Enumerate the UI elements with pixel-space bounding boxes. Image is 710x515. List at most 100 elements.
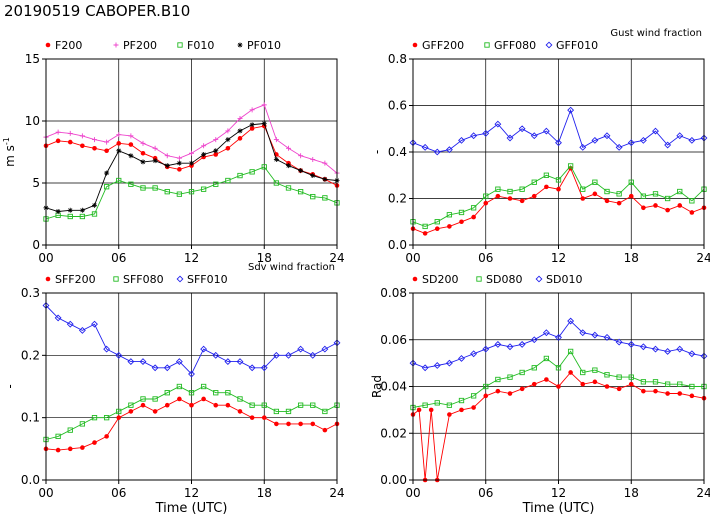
data-point-F010: [273, 180, 280, 186]
data-point-SD200: [665, 391, 670, 396]
data-point-GFF010: [664, 141, 672, 149]
data-point-SFF010: [175, 358, 183, 366]
data-point-F010: [188, 189, 195, 195]
data-point-GFF010: [482, 129, 490, 137]
data-point-PF010: [104, 170, 110, 176]
data-point-SD080: [495, 376, 501, 383]
x-axis-label: Time (UTC): [522, 501, 595, 515]
data-point-SFF010: [309, 351, 317, 359]
data-point-SD010: [688, 350, 696, 358]
legend: SFF200 SFF080 SFF010: [45, 273, 228, 286]
data-point-SD010: [591, 331, 599, 339]
data-point-GFF200: [471, 214, 476, 220]
data-point-SD080: [458, 397, 465, 404]
data-point-PF200: [116, 132, 122, 138]
data-point-GFF080: [519, 186, 525, 192]
data-point-F010: [67, 213, 73, 220]
legend-label: GFF080: [494, 39, 536, 52]
data-point-SD200: [677, 391, 683, 396]
data-point-F010: [261, 164, 267, 170]
data-point-PF010: [237, 128, 243, 134]
data-point-SD080: [519, 369, 525, 376]
data-point-SFF200: [286, 421, 291, 427]
data-point-GFF010: [458, 136, 465, 144]
data-point-F010: [103, 184, 110, 190]
series-line-GFF010: [412, 108, 705, 153]
data-point-SFF200: [249, 415, 255, 420]
data-point-SFF010: [200, 345, 208, 353]
data-point-SD080: [446, 402, 453, 408]
data-point-SFF200: [189, 402, 194, 408]
y-axis-label: -: [370, 150, 384, 154]
data-point-SD010: [664, 348, 672, 355]
series-line-SD010: [412, 320, 705, 369]
y-tick-label: 0.2: [21, 348, 40, 362]
data-point-F010: [176, 191, 183, 197]
x-tick-label: 00: [38, 251, 53, 265]
legend-marker-GFF200: [412, 42, 418, 48]
data-point-PF010: [286, 163, 291, 169]
y-tick-label: 0.0: [21, 473, 40, 487]
data-point-PF010: [79, 207, 85, 213]
data-point-F010: [225, 177, 231, 184]
data-point-SFF010: [224, 358, 232, 366]
data-point-SD080: [434, 400, 440, 406]
x-tick-label: 24: [696, 251, 710, 265]
data-point-PF200: [55, 129, 61, 135]
data-point-SD080: [543, 355, 550, 362]
data-point-F010: [164, 189, 170, 195]
data-point-GFF200: [641, 205, 646, 211]
data-point-F200: [80, 143, 85, 149]
chart-panel-3: 0.0 0.1 0.2 0.3 00 06 12 18 24 Sdv wind fraction S…: [3, 262, 345, 515]
data-point-GFF080: [483, 193, 489, 199]
data-point-GFF010: [627, 139, 635, 147]
data-point-GFF010: [639, 136, 647, 144]
x-tick-label: 24: [329, 486, 344, 500]
figure-title: 20190519 CABOPER.B10: [4, 2, 190, 20]
y-tick-label: 0.3: [21, 286, 40, 300]
data-point-SFF080: [285, 408, 292, 415]
data-point-SD010: [530, 336, 538, 344]
data-point-PF200: [140, 140, 146, 146]
x-tick-label: 18: [257, 251, 272, 265]
series-GFF200: [410, 165, 707, 236]
data-point-SFF080: [249, 402, 255, 408]
series-SFF080: [43, 383, 340, 443]
data-point-SD080: [507, 374, 513, 380]
data-point-F200: [116, 141, 122, 146]
data-point-SFF200: [80, 445, 85, 450]
data-point-SFF200: [104, 434, 109, 439]
series-SD200: [410, 370, 707, 483]
chart-panel-4: 0.00 0.02 0.04 0.06 0.08 00 06 12 18 24 SD200 SD080…: [370, 273, 710, 515]
series-line-SFF080: [45, 385, 338, 440]
data-point-PF010: [92, 202, 97, 208]
data-point-SD200: [689, 393, 695, 399]
data-point-F200: [237, 136, 243, 141]
data-point-SD010: [639, 343, 647, 351]
data-point-PF200: [261, 102, 267, 108]
data-point-SFF080: [310, 402, 316, 408]
data-point-GFF200: [665, 207, 670, 213]
data-point-GFF010: [652, 127, 659, 135]
data-point-SD010: [542, 329, 550, 337]
data-point-SD200: [616, 386, 622, 392]
data-point-PF010: [213, 148, 219, 154]
data-point-SD010: [676, 345, 684, 353]
data-point-GFF080: [555, 177, 562, 183]
data-point-SFF200: [213, 402, 219, 408]
series-line-SFF010: [45, 305, 338, 375]
data-point-SD010: [518, 340, 526, 348]
data-point-SD080: [652, 379, 659, 385]
data-point-SD010: [555, 333, 562, 341]
legend-label: F010: [187, 39, 214, 52]
legend-label: SFF200: [55, 273, 96, 286]
data-point-SD080: [531, 365, 537, 371]
data-point-SFF010: [272, 351, 280, 359]
data-point-SFF080: [176, 383, 183, 390]
data-point-GFF010: [567, 106, 575, 114]
data-point-SD010: [470, 350, 478, 358]
data-point-GFF200: [519, 198, 525, 204]
data-point-SD010: [494, 340, 502, 348]
legend-label: PF010: [247, 39, 281, 52]
data-point-SFF080: [79, 421, 86, 427]
